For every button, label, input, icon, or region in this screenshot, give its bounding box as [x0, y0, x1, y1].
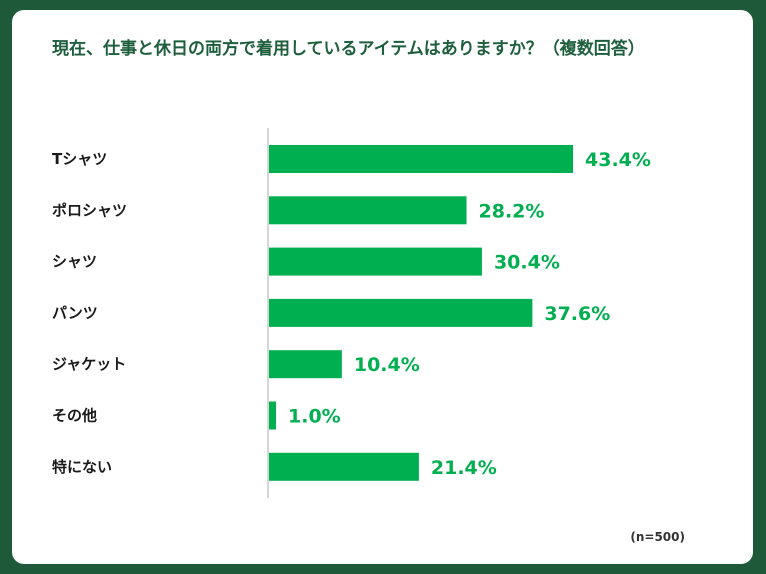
category-label: その他 [52, 407, 97, 425]
data-label: 30.4% [494, 252, 560, 274]
category-label: パンツ [52, 304, 98, 322]
category-label: ポロシャツ [52, 201, 127, 219]
chart-title: 現在、仕事と休日の両方で着用しているアイテムはありますか？（複数回答） [52, 39, 645, 59]
sample-size-note: (n=500) [630, 530, 685, 544]
category-label: ジャケット [52, 355, 126, 373]
bar [269, 298, 533, 327]
category-label: Tシャツ [52, 150, 107, 168]
bar [269, 145, 573, 173]
bar [269, 452, 419, 481]
category-label: シャツ [52, 253, 97, 271]
bar-chart: Tシャツ 43.4% ポロシャツ 28.2% シャツ 30.4% パンツ 37.6% ジャケット… [52, 128, 651, 498]
data-label: 21.4% [431, 457, 497, 479]
category-label: 特にない [52, 458, 112, 476]
chart-card: 現在、仕事と休日の両方で着用しているアイテムはありますか？（複数回答） Tシャツ… [12, 10, 753, 564]
bar [269, 401, 277, 430]
bar [269, 196, 467, 225]
data-label: 1.0% [288, 406, 341, 428]
data-label: 43.4% [585, 149, 651, 171]
data-label: 10.4% [354, 354, 420, 376]
data-label: 37.6% [544, 303, 610, 325]
data-label: 28.2% [479, 200, 545, 222]
bar [269, 247, 482, 276]
bar [269, 350, 342, 379]
